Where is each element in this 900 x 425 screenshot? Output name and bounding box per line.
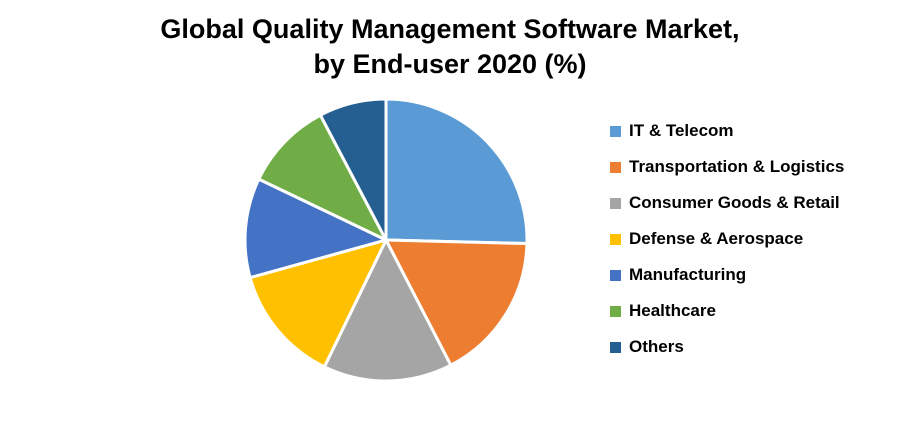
legend-label: Consumer Goods & Retail xyxy=(629,193,840,212)
pie-slice-transportation-logistics xyxy=(384,238,529,367)
chart-title: Global Quality Management Software Marke… xyxy=(0,12,900,82)
legend-swatch-others xyxy=(610,341,621,353)
chart-title-line2: by End-user 2020 (%) xyxy=(313,49,587,79)
pie-slice-others xyxy=(318,97,388,242)
chart-legend: IT & Telecom Transportation & Logistics Co… xyxy=(610,113,844,365)
pie-slice-defense-aerospace xyxy=(248,238,388,369)
legend-item-transportation-logistics: Transportation & Logistics xyxy=(610,149,844,185)
legend-swatch-it-telecom xyxy=(610,125,621,137)
legend-label: Transportation & Logistics xyxy=(629,157,845,176)
legend-item-consumer-goods-retail: Consumer Goods & Retail xyxy=(610,185,844,221)
pie-slice-consumer-goods-retail xyxy=(322,238,453,383)
chart-title-line1: Global Quality Management Software Marke… xyxy=(160,14,740,44)
legend-label: Healthcare xyxy=(629,301,716,320)
pie-slice-healthcare xyxy=(257,113,388,242)
legend-item-others: Others xyxy=(610,329,844,365)
legend-swatch-manufacturing xyxy=(610,269,621,281)
legend-swatch-healthcare xyxy=(610,305,621,317)
legend-item-defense-aerospace: Defense & Aerospace xyxy=(610,221,844,257)
legend-item-it-telecom: IT & Telecom xyxy=(610,113,844,149)
legend-swatch-defense-aerospace xyxy=(610,233,621,245)
legend-label: Manufacturing xyxy=(629,265,747,284)
legend-swatch-transportation-logistics xyxy=(610,161,621,173)
legend-item-manufacturing: Manufacturing xyxy=(610,257,844,293)
pie-slice-it-telecom xyxy=(384,97,529,246)
legend-label: IT & Telecom xyxy=(629,121,734,140)
pie-slice-manufacturing xyxy=(243,177,388,280)
legend-label: Others xyxy=(629,337,684,356)
legend-swatch-consumer-goods-retail xyxy=(610,197,621,209)
legend-item-healthcare: Healthcare xyxy=(610,293,844,329)
legend-label: Defense & Aerospace xyxy=(629,229,804,248)
